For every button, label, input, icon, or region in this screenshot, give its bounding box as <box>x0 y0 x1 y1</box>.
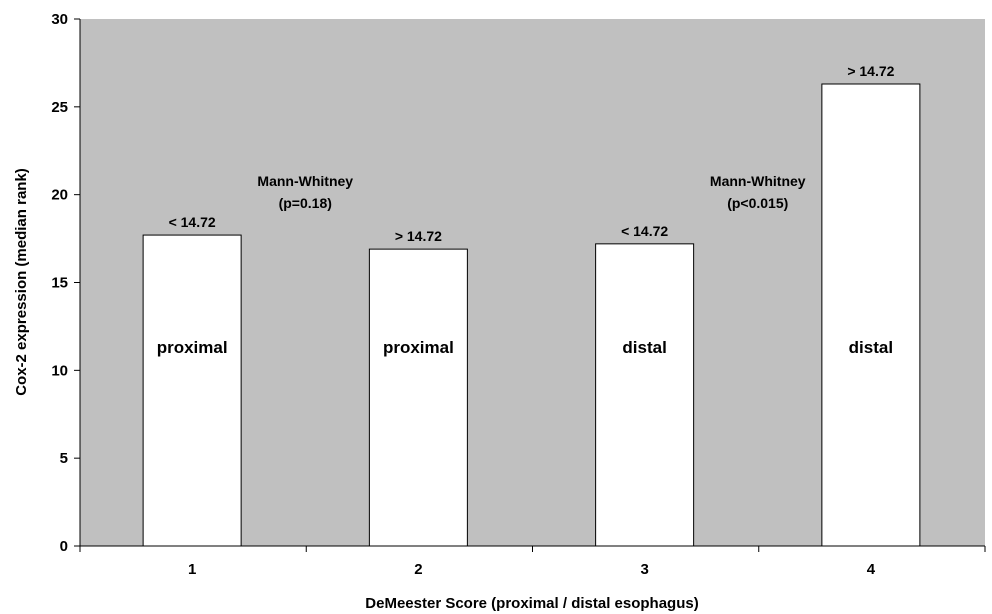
bar-top-label-4: > 14.72 <box>847 63 894 79</box>
annotation-2-line-1: Mann-Whitney <box>710 173 806 189</box>
annotation-2-line-2: (p<0.015) <box>727 195 788 211</box>
x-axis-title: DeMeester Score (proximal / distal esoph… <box>365 595 698 612</box>
y-tick-label: 0 <box>60 538 68 555</box>
annotation-1-line-2: (p=0.18) <box>279 195 332 211</box>
bar-inner-label-2: proximal <box>383 338 454 357</box>
bar-inner-label-1: proximal <box>157 338 228 357</box>
y-tick-label: 30 <box>51 11 68 28</box>
x-tick-label: 3 <box>640 561 648 578</box>
bar-inner-label-4: distal <box>849 338 893 357</box>
bars-layer <box>142 83 921 547</box>
x-tick-label: 2 <box>414 561 422 578</box>
y-tick-label: 15 <box>51 275 68 292</box>
bar-top-label-3: < 14.72 <box>621 223 668 239</box>
labels-layer: proximal < 14.72 proximal > 14.72 distal < 14… <box>157 63 895 357</box>
bar-top-label-1: < 14.72 <box>169 214 216 230</box>
x-tick-label: 1 <box>188 561 196 578</box>
bar-1 <box>142 234 242 547</box>
x-tick-label: 4 <box>867 561 876 578</box>
bar-top-label-2: > 14.72 <box>395 228 442 244</box>
y-tick-label: 25 <box>51 99 68 116</box>
bar-4 <box>821 83 921 547</box>
y-axis-title: Cox-2 expression (median rank) <box>13 168 30 396</box>
bar-2 <box>368 248 468 547</box>
annotation-1-line-1: Mann-Whitney <box>257 173 353 189</box>
bar-inner-label-3: distal <box>622 338 666 357</box>
y-tick-label: 20 <box>51 187 68 204</box>
y-tick-label: 10 <box>51 362 68 379</box>
y-tick-label: 5 <box>60 450 68 467</box>
bar-3 <box>595 243 695 547</box>
axes-layer: 0 5 10 15 20 25 30 1 2 3 4 <box>51 11 986 578</box>
